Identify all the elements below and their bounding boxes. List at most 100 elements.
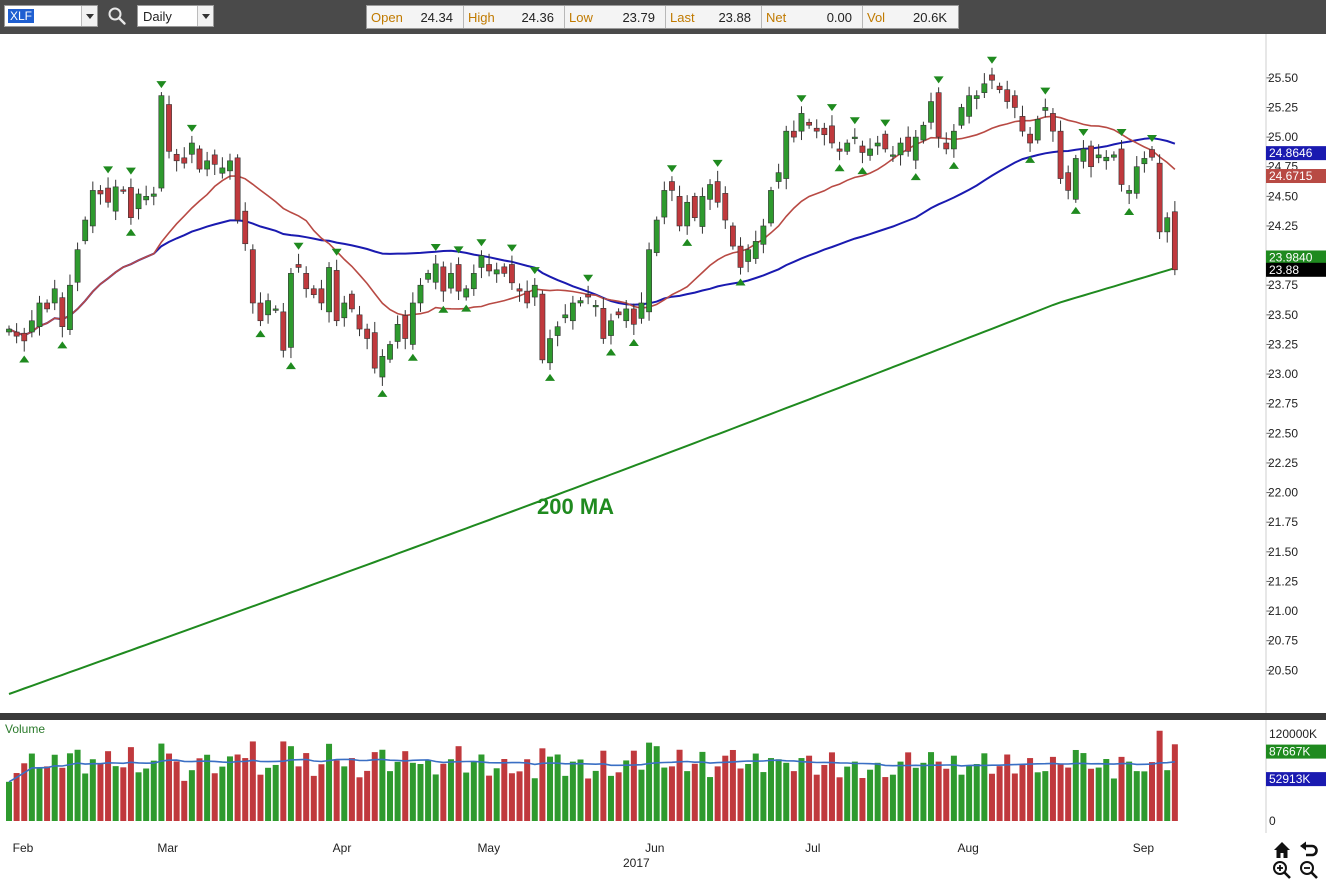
- x-axis-month-label: Jul: [805, 841, 821, 855]
- volume-bar: [402, 751, 409, 821]
- volume-bar: [66, 753, 73, 821]
- panel-separator[interactable]: [0, 713, 1326, 720]
- candle-body: [562, 314, 569, 319]
- volume-bar: [204, 754, 211, 821]
- candle-body: [783, 130, 790, 179]
- price-axis-label: 20.75: [1268, 634, 1298, 648]
- candle-body: [166, 104, 172, 152]
- volume-bar: [1149, 762, 1155, 821]
- volume-bar: [836, 777, 843, 821]
- pivot-high-marker: [453, 246, 464, 254]
- candle-body: [638, 302, 645, 319]
- volume-bar: [524, 759, 531, 821]
- volume-axis-label: 120000K: [1269, 727, 1317, 741]
- volume-bar: [440, 763, 447, 821]
- volume-bar: [691, 763, 698, 821]
- pivot-low-marker: [1124, 208, 1135, 216]
- period-select[interactable]: Daily: [137, 5, 214, 27]
- volume-bar: [127, 747, 134, 821]
- price-tag-ma50-label: 24.8646: [1269, 146, 1313, 160]
- pivot-low-marker: [857, 167, 868, 175]
- volume-chart[interactable]: 120000K 87667K 52913K 0: [0, 720, 1326, 833]
- candle-body: [737, 245, 744, 268]
- volume-bar: [851, 761, 858, 821]
- volume-bar: [867, 769, 874, 821]
- pivot-low-marker: [948, 161, 959, 169]
- search-icon[interactable]: [107, 6, 127, 26]
- volume-bar: [1088, 768, 1095, 821]
- candle-body: [356, 314, 363, 330]
- volume-bar: [1171, 744, 1178, 821]
- pivot-high-marker: [1147, 134, 1157, 142]
- zoom-out-icon[interactable]: [1299, 860, 1319, 879]
- volume-bar: [783, 762, 790, 821]
- quote-vol-label: Vol: [867, 9, 886, 25]
- undo-icon[interactable]: [1299, 840, 1319, 860]
- volume-bar: [1057, 764, 1064, 821]
- volume-bar: [798, 758, 805, 821]
- volume-bar: [699, 751, 706, 821]
- volume-bar: [1049, 756, 1056, 821]
- period-dropdown-icon[interactable]: [197, 6, 213, 26]
- volume-bar: [943, 768, 950, 821]
- volume-bar: [6, 781, 12, 821]
- volume-bar: [150, 760, 157, 821]
- candle-body: [470, 273, 477, 290]
- symbol-dropdown-icon[interactable]: [81, 6, 97, 26]
- volume-bar: [790, 771, 797, 821]
- pivot-low-marker: [1025, 155, 1036, 163]
- volume-bar: [89, 759, 96, 821]
- volume-bar: [882, 777, 889, 821]
- volume-bar: [341, 766, 348, 821]
- candle-body: [615, 311, 622, 316]
- pivot-low-marker: [628, 338, 639, 346]
- volume-bar: [333, 760, 340, 821]
- candle-body: [790, 130, 797, 138]
- candle-body: [1050, 113, 1056, 132]
- volume-bar: [554, 754, 561, 821]
- candle-body: [295, 264, 302, 268]
- volume-axis-labels: 120000K 87667K 52913K 0: [1266, 727, 1326, 828]
- volume-bar: [737, 768, 744, 821]
- pivot-high-marker: [583, 274, 594, 282]
- volume-bar: [135, 772, 142, 821]
- quote-last: Last 23.88: [666, 6, 762, 28]
- candle-body: [844, 142, 851, 152]
- price-tag-ma20-label: 24.6715: [1269, 169, 1313, 183]
- ma200-annotation: 200 MA: [537, 494, 614, 519]
- zoom-in-icon[interactable]: [1272, 860, 1292, 879]
- volume-bar: [1103, 759, 1110, 821]
- volume-bar: [371, 752, 378, 821]
- candle-body: [760, 225, 767, 245]
- volume-bar: [638, 769, 645, 821]
- period-text: Daily: [143, 9, 172, 24]
- pivot-high-marker: [125, 167, 136, 175]
- x-axis-month-label: Jun: [645, 841, 665, 855]
- volume-bar: [1141, 771, 1148, 821]
- candle-body: [265, 300, 271, 316]
- volume-bar: [950, 755, 957, 821]
- volume-bar: [234, 754, 241, 821]
- candle-body: [82, 219, 89, 242]
- candle-body: [806, 121, 812, 126]
- volume-bar: [1065, 767, 1072, 821]
- candle-body: [958, 107, 965, 126]
- candle-body: [981, 83, 988, 93]
- volume-bar: [768, 758, 774, 821]
- quote-high: High 24.36: [464, 6, 565, 28]
- candle-body: [288, 273, 294, 348]
- pivot-low-marker: [255, 330, 266, 338]
- candle-body: [143, 196, 150, 201]
- symbol-input[interactable]: XLF: [4, 5, 98, 27]
- candle-body: [173, 153, 180, 162]
- quote-open-value: 24.34: [420, 9, 453, 25]
- price-chart[interactable]: 20.50 20.75 21.00 21.25 21.50 21.75 22.00 22.25…: [0, 34, 1326, 713]
- volume-bar: [120, 767, 127, 821]
- volume-bar: [501, 759, 508, 821]
- candle-body: [417, 284, 424, 304]
- home-icon[interactable]: [1272, 840, 1292, 860]
- volume-bar: [463, 772, 470, 821]
- volume-bar: [470, 761, 477, 821]
- candle-body: [539, 293, 546, 361]
- candle-body: [6, 328, 12, 333]
